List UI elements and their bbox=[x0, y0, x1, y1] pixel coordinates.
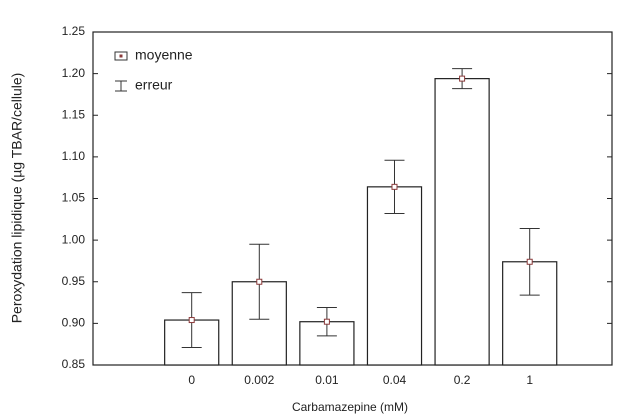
bar bbox=[366, 186, 423, 366]
legend-label: moyenne bbox=[135, 47, 193, 63]
mean-marker bbox=[188, 317, 195, 324]
y-tick-label: 0.90 bbox=[62, 316, 86, 330]
mean-marker bbox=[391, 183, 398, 190]
y-tick-label: 1.15 bbox=[62, 107, 86, 121]
mean-marker bbox=[526, 258, 533, 265]
x-axis-label: Carbamazepine (mM) bbox=[292, 400, 408, 414]
y-tick-label: 0.95 bbox=[62, 274, 86, 288]
x-tick-label: 0 bbox=[188, 373, 195, 387]
y-tick-label: 1.20 bbox=[62, 66, 86, 80]
y-tick-label: 1.00 bbox=[62, 232, 86, 246]
y-tick-label: 1.10 bbox=[62, 149, 86, 163]
bar bbox=[434, 78, 490, 366]
x-tick-label: 0.002 bbox=[244, 373, 274, 387]
y-tick-label: 1.05 bbox=[62, 191, 86, 205]
mean-marker bbox=[256, 278, 263, 285]
y-tick-label: 1.25 bbox=[62, 24, 86, 38]
mean-marker bbox=[323, 318, 330, 325]
legend-error-icon bbox=[115, 80, 127, 92]
y-axis-label: Peroxydation lipidique (µg TBAR/cellule) bbox=[9, 73, 25, 324]
x-tick-label: 0.2 bbox=[454, 373, 471, 387]
mean-marker bbox=[459, 75, 466, 82]
x-tick-label: 0.04 bbox=[383, 373, 407, 387]
legend-label: erreur bbox=[135, 77, 173, 93]
y-tick-label: 0.85 bbox=[62, 357, 86, 371]
legend-mean-dot bbox=[119, 54, 123, 58]
x-tick-label: 0.01 bbox=[315, 373, 339, 387]
x-tick-label: 1 bbox=[526, 373, 533, 387]
